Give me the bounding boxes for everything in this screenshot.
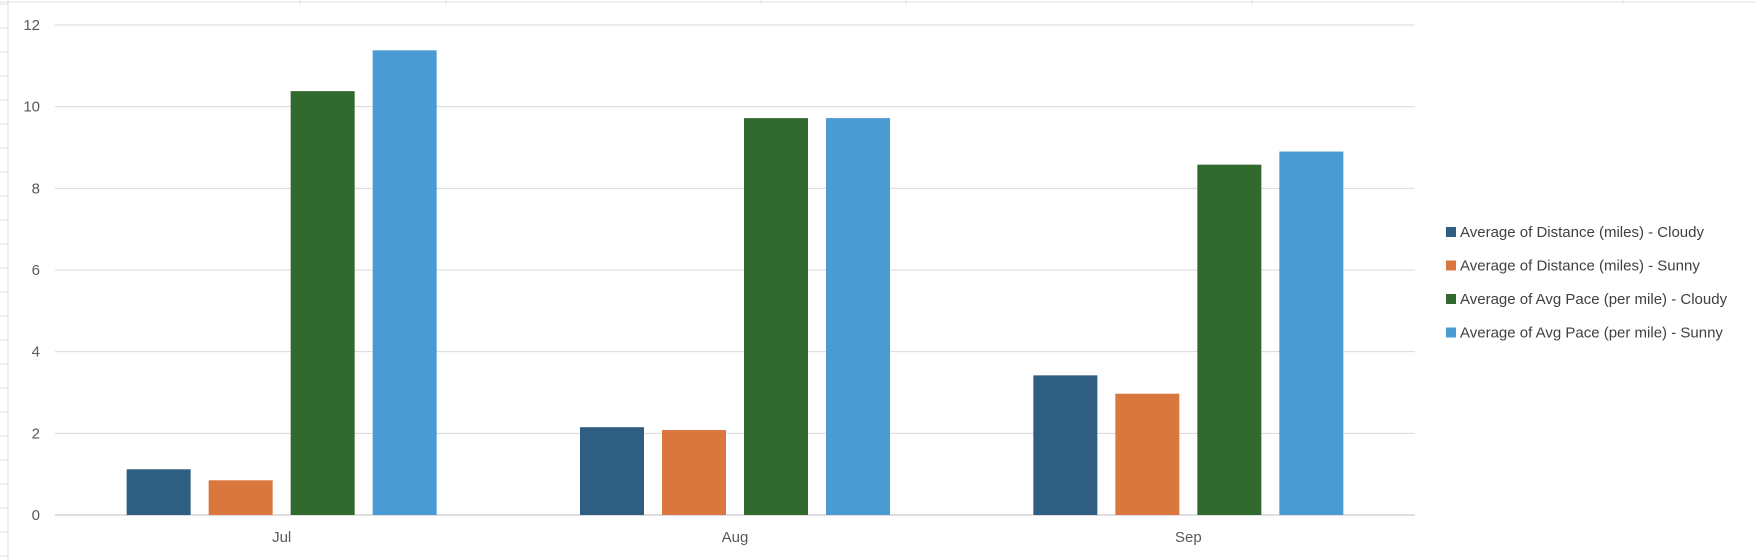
legend-entry[interactable]: Average of Distance (miles) - Cloudy	[1460, 224, 1704, 241]
legend-swatch	[1446, 227, 1456, 237]
bar-jul-series-1[interactable]	[126, 469, 191, 515]
y-tick-label: 0	[32, 507, 40, 524]
y-tick-label: 8	[32, 180, 40, 197]
bar-aug-series-3[interactable]	[744, 118, 808, 515]
x-category-label: Aug	[722, 529, 749, 546]
y-tick-label: 10	[23, 99, 40, 116]
bar-aug-series-1[interactable]	[580, 427, 644, 515]
bar-aug-series-4[interactable]	[826, 118, 890, 515]
legend-entry[interactable]: Average of Avg Pace (per mile) - Cloudy	[1460, 291, 1728, 308]
y-tick-label: 4	[32, 344, 40, 361]
legend-swatch	[1446, 294, 1456, 304]
x-category-label: Sep	[1175, 529, 1202, 546]
bar-aug-series-2[interactable]	[662, 430, 726, 515]
bar-jul-series-3[interactable]	[290, 91, 355, 516]
bar-sep-series-4[interactable]	[1279, 151, 1344, 516]
y-tick-label: 2	[32, 425, 40, 442]
legend-swatch	[1446, 260, 1456, 271]
legend-entry[interactable]: Average of Distance (miles) - Sunny	[1460, 258, 1700, 275]
bar-sep-series-1[interactable]	[1033, 375, 1098, 515]
y-tick-label: 12	[23, 17, 40, 34]
bar-jul-series-4[interactable]	[372, 50, 437, 516]
bar-jul-series-2[interactable]	[208, 480, 273, 515]
legend-swatch	[1446, 327, 1456, 338]
legend: Average of Distance (miles) - Cloudy Aver…	[1446, 224, 1728, 342]
y-tick-label: 6	[32, 262, 40, 279]
bar-sep-series-3[interactable]	[1197, 164, 1262, 515]
x-category-label: Jul	[272, 529, 291, 546]
legend-entry[interactable]: Average of Avg Pace (per mile) - Sunny	[1460, 325, 1723, 342]
bar-sep-series-2[interactable]	[1115, 393, 1180, 515]
